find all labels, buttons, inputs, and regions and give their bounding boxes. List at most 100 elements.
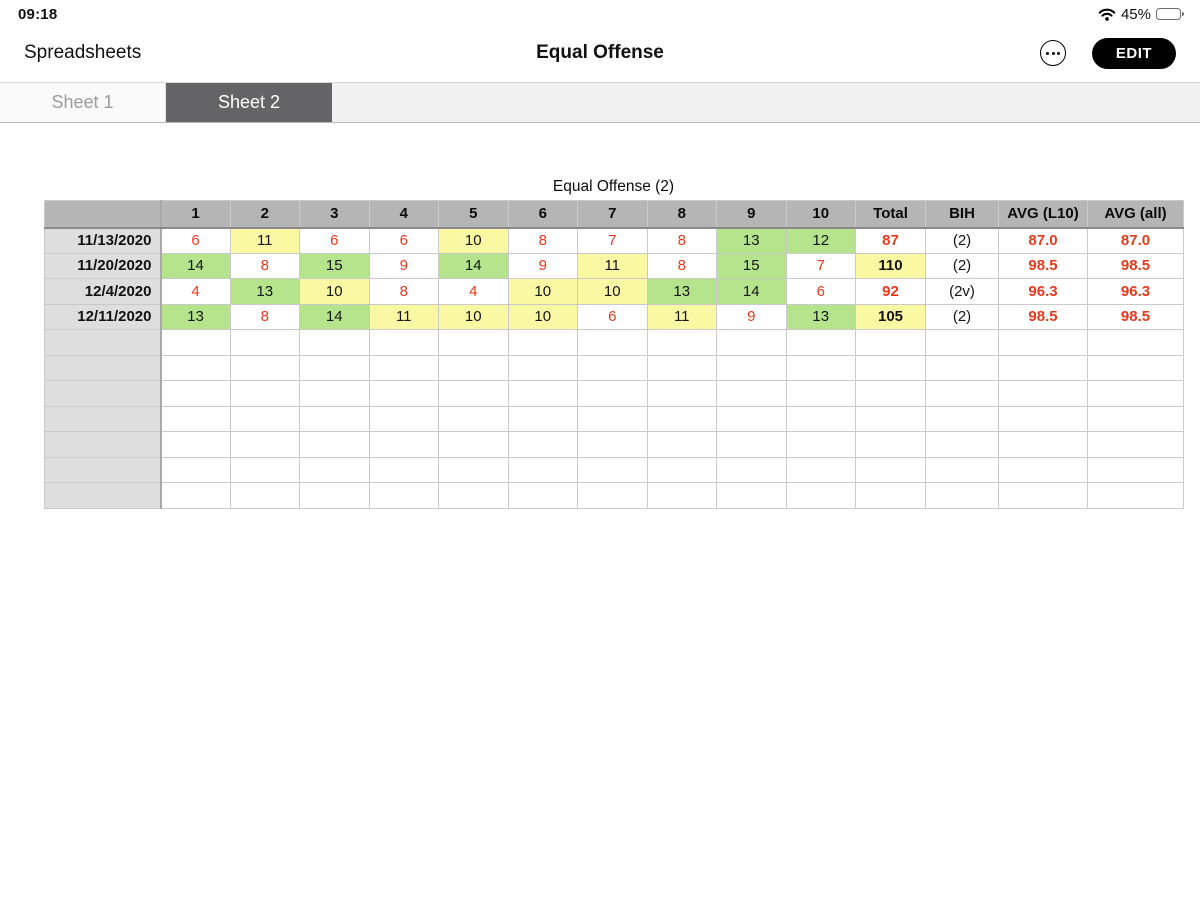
empty-cell[interactable] — [646, 354, 717, 381]
score-cell[interactable]: 10 — [299, 278, 370, 305]
score-cell[interactable]: 11 — [646, 303, 717, 330]
empty-cell[interactable] — [577, 354, 648, 381]
total-cell[interactable]: 105 — [855, 303, 926, 330]
score-cell[interactable]: 10 — [577, 278, 648, 305]
total-cell[interactable]: 110 — [855, 252, 926, 279]
empty-cell[interactable] — [1087, 456, 1184, 483]
empty-cell[interactable] — [368, 482, 439, 509]
score-cell[interactable]: 11 — [229, 227, 300, 254]
empty-cell[interactable] — [44, 380, 162, 407]
score-cell[interactable]: 4 — [438, 278, 509, 305]
empty-cell[interactable] — [998, 431, 1088, 458]
empty-cell[interactable] — [160, 431, 231, 458]
score-cell[interactable]: 13 — [785, 303, 856, 330]
empty-cell[interactable] — [507, 456, 578, 483]
row-label-date[interactable]: 11/20/2020 — [44, 252, 162, 279]
empty-cell[interactable] — [716, 354, 787, 381]
empty-cell[interactable] — [160, 380, 231, 407]
empty-cell[interactable] — [646, 380, 717, 407]
score-cell[interactable]: 9 — [716, 303, 787, 330]
column-header-avg-all-[interactable]: AVG (all) — [1087, 200, 1184, 229]
empty-cell[interactable] — [716, 456, 787, 483]
score-cell[interactable]: 14 — [438, 252, 509, 279]
empty-cell[interactable] — [44, 354, 162, 381]
empty-cell[interactable] — [438, 482, 509, 509]
score-cell[interactable]: 8 — [507, 227, 578, 254]
column-header-2[interactable]: 2 — [229, 200, 300, 229]
score-cell[interactable]: 15 — [716, 252, 787, 279]
empty-cell[interactable] — [785, 431, 856, 458]
score-cell[interactable]: 7 — [785, 252, 856, 279]
empty-cell[interactable] — [577, 456, 648, 483]
column-header-6[interactable]: 6 — [507, 200, 578, 229]
empty-cell[interactable] — [299, 482, 370, 509]
empty-cell[interactable] — [577, 405, 648, 432]
total-cell[interactable]: 87 — [855, 227, 926, 254]
avg-l10-cell[interactable]: 87.0 — [998, 227, 1088, 254]
score-cell[interactable]: 9 — [507, 252, 578, 279]
empty-cell[interactable] — [507, 329, 578, 356]
empty-cell[interactable] — [44, 405, 162, 432]
column-header-total[interactable]: Total — [855, 200, 926, 229]
empty-cell[interactable] — [577, 380, 648, 407]
empty-cell[interactable] — [1087, 380, 1184, 407]
empty-cell[interactable] — [925, 380, 999, 407]
score-cell[interactable]: 6 — [299, 227, 370, 254]
row-label-date[interactable]: 12/4/2020 — [44, 278, 162, 305]
column-header-9[interactable]: 9 — [716, 200, 787, 229]
empty-cell[interactable] — [925, 329, 999, 356]
empty-cell[interactable] — [1087, 482, 1184, 509]
empty-cell[interactable] — [160, 482, 231, 509]
empty-cell[interactable] — [716, 431, 787, 458]
empty-cell[interactable] — [855, 354, 926, 381]
score-cell[interactable]: 10 — [507, 278, 578, 305]
column-header-1[interactable]: 1 — [160, 200, 231, 229]
score-cell[interactable]: 11 — [368, 303, 439, 330]
empty-cell[interactable] — [646, 431, 717, 458]
empty-cell[interactable] — [925, 482, 999, 509]
empty-cell[interactable] — [855, 405, 926, 432]
corner-header-cell[interactable] — [44, 200, 162, 229]
empty-cell[interactable] — [925, 405, 999, 432]
score-cell[interactable]: 10 — [438, 303, 509, 330]
avg-l10-cell[interactable]: 98.5 — [998, 252, 1088, 279]
empty-cell[interactable] — [577, 482, 648, 509]
empty-cell[interactable] — [998, 380, 1088, 407]
column-header-bih[interactable]: BIH — [925, 200, 999, 229]
column-header-4[interactable]: 4 — [368, 200, 439, 229]
empty-cell[interactable] — [925, 431, 999, 458]
empty-cell[interactable] — [438, 405, 509, 432]
empty-cell[interactable] — [299, 354, 370, 381]
empty-cell[interactable] — [646, 405, 717, 432]
empty-cell[interactable] — [44, 431, 162, 458]
empty-cell[interactable] — [716, 482, 787, 509]
empty-cell[interactable] — [160, 405, 231, 432]
bih-cell[interactable]: (2) — [925, 303, 999, 330]
empty-cell[interactable] — [998, 354, 1088, 381]
empty-cell[interactable] — [785, 380, 856, 407]
row-label-date[interactable]: 12/11/2020 — [44, 303, 162, 330]
empty-cell[interactable] — [44, 456, 162, 483]
row-label-date[interactable]: 11/13/2020 — [44, 227, 162, 254]
empty-cell[interactable] — [998, 456, 1088, 483]
empty-cell[interactable] — [44, 482, 162, 509]
score-cell[interactable]: 14 — [299, 303, 370, 330]
empty-cell[interactable] — [438, 354, 509, 381]
empty-cell[interactable] — [229, 329, 300, 356]
empty-cell[interactable] — [1087, 405, 1184, 432]
empty-cell[interactable] — [229, 380, 300, 407]
empty-cell[interactable] — [507, 431, 578, 458]
empty-cell[interactable] — [646, 482, 717, 509]
tab-sheet-1[interactable]: Sheet 1 — [0, 83, 166, 122]
back-button-spreadsheets[interactable]: Spreadsheets — [24, 42, 142, 63]
empty-cell[interactable] — [507, 380, 578, 407]
empty-cell[interactable] — [229, 431, 300, 458]
empty-cell[interactable] — [438, 329, 509, 356]
empty-cell[interactable] — [229, 405, 300, 432]
score-cell[interactable]: 8 — [229, 303, 300, 330]
empty-cell[interactable] — [855, 482, 926, 509]
empty-cell[interactable] — [368, 329, 439, 356]
empty-cell[interactable] — [160, 329, 231, 356]
empty-cell[interactable] — [160, 456, 231, 483]
empty-cell[interactable] — [368, 380, 439, 407]
